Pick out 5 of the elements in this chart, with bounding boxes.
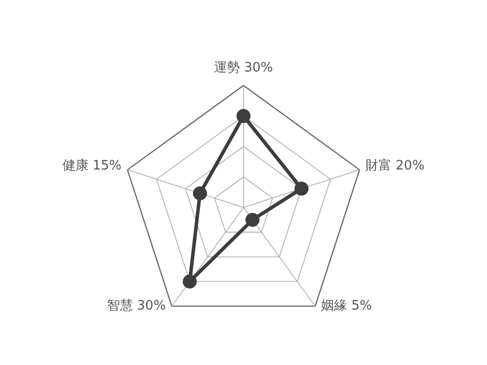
spoke-label: 運勢 30% [214,60,274,76]
spoke-label: 健康 15% [62,158,122,174]
spoke-label: 財富 20% [366,157,425,174]
spoke-label: 智慧 30% [106,298,166,314]
spoke-label: 姻緣 5% [321,298,372,314]
